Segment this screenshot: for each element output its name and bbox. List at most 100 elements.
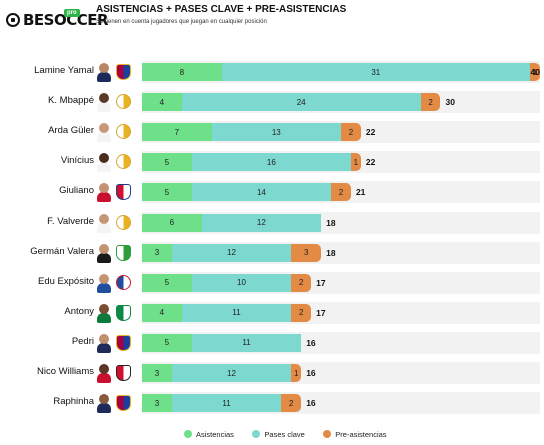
player-name-label: Arda Güler — [48, 125, 94, 137]
bar-total-label: 16 — [306, 368, 316, 378]
bar-segment-asistencias: 7 — [142, 123, 212, 142]
bar-segment-pases-clave: 11 — [191, 333, 302, 352]
bar-value-label: 3 — [154, 368, 160, 378]
bar-segment-asistencias: 8 — [142, 63, 222, 81]
chart-row: Vinícius 5 16 1 22 — [0, 151, 544, 174]
bar-value-label: 8 — [179, 67, 185, 77]
player-avatar — [97, 121, 111, 143]
bar-segment-pre-asistencias: 2 — [420, 93, 441, 112]
player-name-label: Giuliano — [59, 185, 94, 197]
bar-track: 3 11 2 — [142, 392, 540, 415]
chart-row: Edu Expósito 5 10 2 17 — [0, 271, 544, 294]
bar-track: 7 13 2 — [142, 121, 540, 144]
bar-value-label: 1 — [353, 157, 359, 167]
legend-label: Asistencias — [196, 429, 234, 439]
chart-subtitle: Se tienen en cuenta jugadores que juegan… — [96, 19, 267, 25]
chart-row: Giuliano 5 14 2 21 — [0, 181, 544, 204]
bar-value-label: 5 — [164, 187, 170, 197]
legend-swatch-pre-asistencias — [323, 430, 332, 438]
bar-total-label: 22 — [365, 127, 376, 138]
bar-total-label: 40 — [530, 67, 540, 77]
bar-segment-pre-asistencias: 1 — [530, 63, 540, 81]
bar-segment-asistencias: 5 — [142, 333, 192, 352]
bar-segment-pases-clave: 31 — [221, 63, 531, 81]
bar-track: 8 31 1 — [142, 61, 540, 83]
bar-segment-asistencias: 6 — [142, 213, 202, 232]
player-name-label: Edu Expósito — [38, 275, 94, 287]
legend-label: Pre-asistencias — [335, 429, 387, 439]
legend-item-asistencias: Asistencias — [184, 430, 234, 439]
bar-value-label: 10 — [237, 278, 246, 288]
bar-segment-pre-asistencias: 2 — [331, 183, 351, 202]
bar-value-label: 11 — [242, 338, 251, 348]
bar-value-label: 3 — [154, 248, 160, 258]
bar-total-label: 18 — [326, 217, 336, 228]
legend-swatch-asistencias — [184, 430, 192, 438]
bar-value-label: 2 — [298, 278, 304, 288]
chart-row: Nico Williams 3 12 1 16 — [0, 362, 544, 384]
legend-label: Pases clave — [264, 429, 305, 439]
bar-value-label: 1 — [293, 368, 299, 378]
club-crest-icon — [116, 395, 131, 412]
bar-value-label: 3 — [154, 398, 160, 408]
bar-value-label: 12 — [256, 218, 266, 227]
bar-segment-pases-clave: 13 — [211, 123, 341, 142]
club-crest-icon — [116, 334, 131, 351]
bar-segment-asistencias: 5 — [142, 153, 192, 172]
bar-value-label: 7 — [174, 127, 180, 137]
logo-pro-badge: pro — [64, 9, 80, 17]
club-crest-icon — [116, 94, 131, 110]
chart-row: Germán Valera 3 12 3 18 — [0, 241, 544, 264]
bar-segment-pases-clave: 12 — [171, 364, 292, 382]
bar-segment-asistencias: 5 — [142, 273, 192, 292]
bar-value-label: 6 — [169, 218, 175, 227]
player-name-label: Pedri — [71, 335, 94, 347]
bar-track: 4 11 2 — [142, 301, 540, 324]
player-name-label: F. Valverde — [47, 215, 94, 227]
player-avatar — [97, 151, 111, 173]
bar-value-label: 12 — [227, 368, 236, 378]
player-name-label: Germán Valera — [30, 245, 94, 257]
chart-row: Lamine Yamal 8 31 1 40 — [0, 61, 544, 83]
club-crest-icon — [116, 124, 131, 140]
besoccer-logo: BESOCCER pro — [6, 9, 109, 32]
chart-row: Arda Güler 7 13 2 22 — [0, 121, 544, 144]
chart-row: Antony 4 11 2 17 — [0, 301, 544, 324]
chart-row: Pedri 5 11 16 — [0, 331, 544, 354]
bar-value-label: 14 — [256, 187, 266, 197]
player-name-label: Nico Williams — [37, 366, 94, 377]
player-name-label: Lamine Yamal — [34, 65, 94, 76]
bar-total-label: 17 — [316, 277, 326, 288]
bar-segment-asistencias: 5 — [142, 183, 192, 202]
bar-total-label: 18 — [326, 247, 336, 258]
logo-text: BESOCCER — [23, 11, 109, 29]
player-name-label: Antony — [64, 305, 94, 317]
bar-value-label: 11 — [232, 308, 241, 318]
bar-segment-pre-asistencias: 2 — [341, 123, 361, 142]
chart-row: K. Mbappé 4 24 2 30 — [0, 91, 544, 114]
bar-segment-asistencias: 4 — [142, 303, 182, 322]
bar-value-label: 2 — [428, 97, 433, 107]
bar-segment-pases-clave: 12 — [171, 243, 292, 262]
bar-value-label: 2 — [338, 187, 344, 197]
player-name-label: Vinícius — [60, 155, 94, 167]
bar-value-label: 2 — [289, 398, 294, 408]
bar-value-label: 5 — [164, 157, 170, 167]
player-avatar — [97, 362, 111, 384]
chart-row: Raphinha 3 11 2 16 — [0, 392, 544, 415]
bar-segment-pre-asistencias: 1 — [350, 153, 361, 172]
bar-value-label: 2 — [348, 127, 354, 137]
player-avatar — [97, 272, 111, 294]
bar-segment-pases-clave: 14 — [191, 183, 332, 202]
bar-value-label: 16 — [266, 157, 276, 167]
bar-value-label: 2 — [298, 308, 304, 318]
bar-track: 5 14 2 — [142, 181, 540, 204]
bar-total-label: 16 — [306, 398, 316, 409]
club-crest-icon — [116, 214, 131, 231]
bar-total-label: 30 — [445, 97, 455, 108]
bar-segment-pre-asistencias: 2 — [291, 273, 312, 292]
bar-segment-asistencias: 3 — [142, 394, 172, 413]
bar-segment-pases-clave: 11 — [171, 394, 282, 413]
bar-value-label: 3 — [303, 248, 309, 258]
bar-track: 5 10 2 — [142, 271, 540, 294]
